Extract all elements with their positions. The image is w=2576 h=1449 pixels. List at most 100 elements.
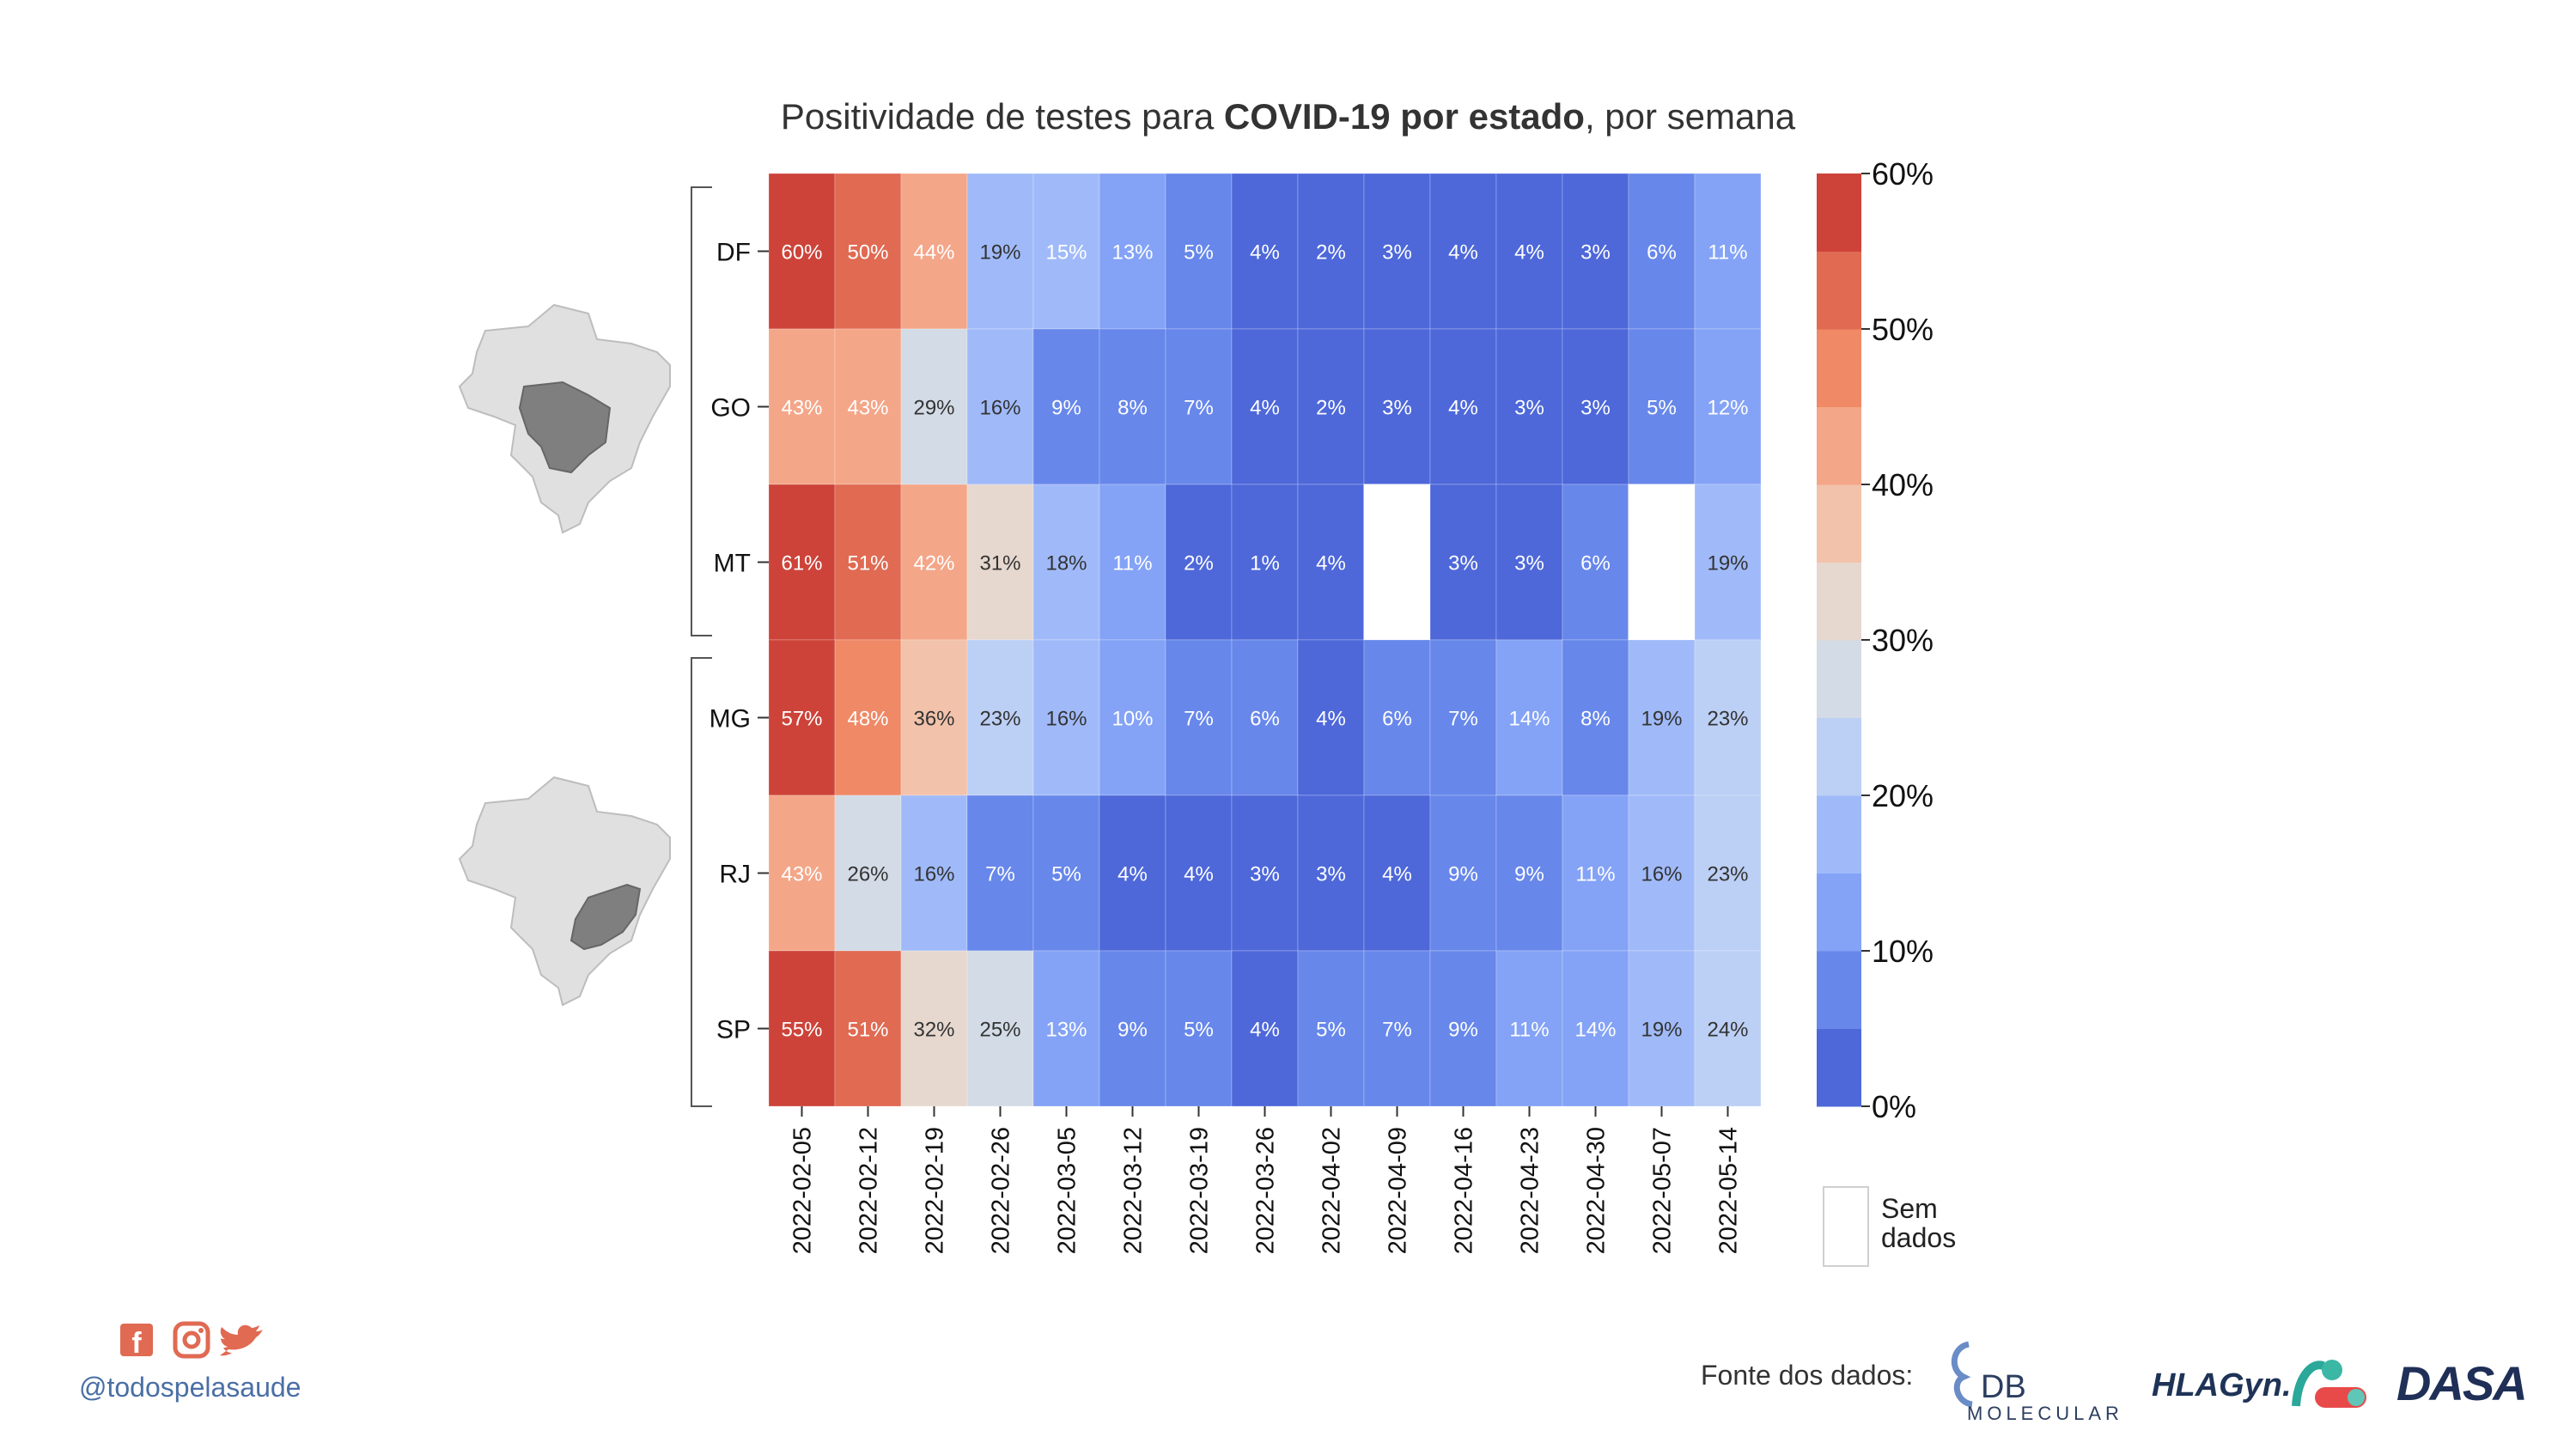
heatmap-cell: [1694, 639, 1762, 796]
heatmap-cell: [966, 639, 1034, 796]
cell-value-label: 61%: [781, 552, 822, 575]
cell-value-label: 16%: [1045, 708, 1087, 731]
cell-value-label: 6%: [1250, 708, 1280, 731]
cell-value-label: 6%: [1580, 552, 1611, 575]
heatmap-cell: [1562, 950, 1629, 1107]
column-label: 2022-02-26: [988, 1127, 1015, 1254]
heatmap-cell: [1165, 795, 1233, 952]
heatmap-cell: [768, 328, 836, 485]
brazil-map-sudeste: [458, 776, 671, 1007]
cell-value-label: 43%: [781, 397, 822, 420]
colorbar-swatch: [1817, 640, 1861, 718]
heatmap-cell: [900, 328, 968, 485]
colorbar-swatch: [1817, 1028, 1861, 1107]
heatmap-cell: [1032, 484, 1100, 641]
cell-value-label: 11%: [1708, 241, 1747, 265]
cell-value-label: 4%: [1250, 1019, 1280, 1042]
colorbar-swatch: [1817, 795, 1861, 874]
colorbar-tick-label: 10%: [1872, 934, 1934, 969]
row-label: MT: [714, 550, 751, 578]
heatmap-cell: [834, 795, 902, 952]
cell-value-label: 3%: [1514, 552, 1544, 575]
cell-value-label: 1%: [1250, 552, 1280, 575]
heatmap-cell: [1231, 639, 1299, 796]
cell-value-label: 4%: [1316, 552, 1346, 575]
cell-value-label: 9%: [1448, 1019, 1478, 1042]
heatmap-cell: [1628, 484, 1696, 641]
row-label: SP: [716, 1016, 751, 1044]
heatmap-cell: [1099, 328, 1166, 485]
cell-value-label: 23%: [979, 708, 1020, 731]
facebook-icon[interactable]: f: [120, 1324, 153, 1360]
colorbar-swatch: [1817, 873, 1861, 952]
twitter-icon[interactable]: [220, 1324, 263, 1356]
cell-value-label: 16%: [1641, 863, 1682, 886]
cell-value-label: 43%: [781, 863, 822, 886]
cell-value-label: 5%: [1316, 1019, 1346, 1042]
colorbar-swatch: [1817, 251, 1861, 330]
colorbar-tick-label: 30%: [1872, 623, 1934, 658]
cell-value-label: 16%: [979, 397, 1020, 420]
heatmap-cell: [1694, 795, 1762, 952]
cell-value-label: 44%: [913, 241, 954, 265]
heatmap-cell: [768, 795, 836, 952]
column-label: 2022-02-05: [789, 1127, 817, 1254]
heatmap-cell: [1231, 795, 1299, 952]
cell-value-label: 7%: [1184, 397, 1214, 420]
cell-value-label: 7%: [1382, 1019, 1412, 1042]
column-label: 2022-02-19: [922, 1127, 949, 1254]
heatmap-cell: [1099, 173, 1166, 330]
cell-value-label: 6%: [1647, 241, 1677, 265]
heatmap-cell: [1429, 173, 1497, 330]
column-label: 2022-04-30: [1583, 1127, 1611, 1254]
heatmap-cell: [1363, 328, 1431, 485]
heatmap-cell: [900, 639, 968, 796]
heatmap-cell: [1429, 950, 1497, 1107]
cell-value-label: 15%: [1045, 241, 1087, 265]
cell-value-label: 14%: [1574, 1019, 1616, 1042]
heatmap-cell: [1297, 328, 1365, 485]
cell-value-label: 4%: [1250, 241, 1280, 265]
cell-value-label: 2%: [1316, 241, 1346, 265]
cell-value-label: 32%: [913, 1019, 954, 1042]
region-brackets: [691, 186, 712, 1107]
heatmap-cell: [900, 484, 968, 641]
cell-value-label: 25%: [979, 1019, 1020, 1042]
column-label: 2022-05-07: [1649, 1127, 1677, 1254]
heatmap-cell: [1694, 950, 1762, 1107]
cell-value-label: 36%: [913, 708, 954, 731]
social-handle[interactable]: @todospelasaude: [79, 1372, 301, 1403]
instagram-icon[interactable]: [173, 1321, 210, 1359]
cell-value-label: 51%: [847, 1019, 888, 1042]
cell-value-label: 4%: [1514, 241, 1544, 265]
cell-value-label: 9%: [1051, 397, 1081, 420]
heatmap-cell: [1231, 484, 1299, 641]
cell-value-label: 7%: [1184, 708, 1214, 731]
column-label: 2022-04-02: [1318, 1127, 1346, 1254]
heatmap-cell: [966, 328, 1034, 485]
colorbar-swatch: [1817, 562, 1861, 641]
heatmap-cell: [1231, 173, 1299, 330]
cell-value-label: 4%: [1316, 708, 1346, 731]
cell-value-label: 31%: [979, 552, 1020, 575]
cell-value-label: 48%: [847, 708, 888, 731]
cell-value-label: 3%: [1448, 552, 1478, 575]
hlagyn-logo: HLAGyn.: [2152, 1344, 2375, 1426]
colorbar-swatch: [1817, 484, 1861, 563]
cell-value-label: 4%: [1382, 863, 1412, 886]
cell-value-label: 4%: [1448, 397, 1478, 420]
cell-value-label: 3%: [1316, 863, 1346, 886]
cell-value-label: 3%: [1382, 241, 1412, 265]
cell-value-label: 4%: [1184, 863, 1214, 886]
cell-value-label: 4%: [1117, 863, 1148, 886]
cell-value-label: 57%: [781, 708, 822, 731]
heatmap-cell: [1165, 328, 1233, 485]
svg-text:MOLECULAR: MOLECULAR: [1967, 1403, 2123, 1422]
cell-value-label: 19%: [979, 241, 1020, 265]
heatmap-cell: [1363, 484, 1431, 641]
cell-value-label: 5%: [1184, 1019, 1214, 1042]
cell-value-label: 18%: [1045, 552, 1087, 575]
colorbar-swatch: [1817, 951, 1861, 1029]
cell-value-label: 3%: [1580, 397, 1611, 420]
heatmap-cell: [834, 950, 902, 1107]
